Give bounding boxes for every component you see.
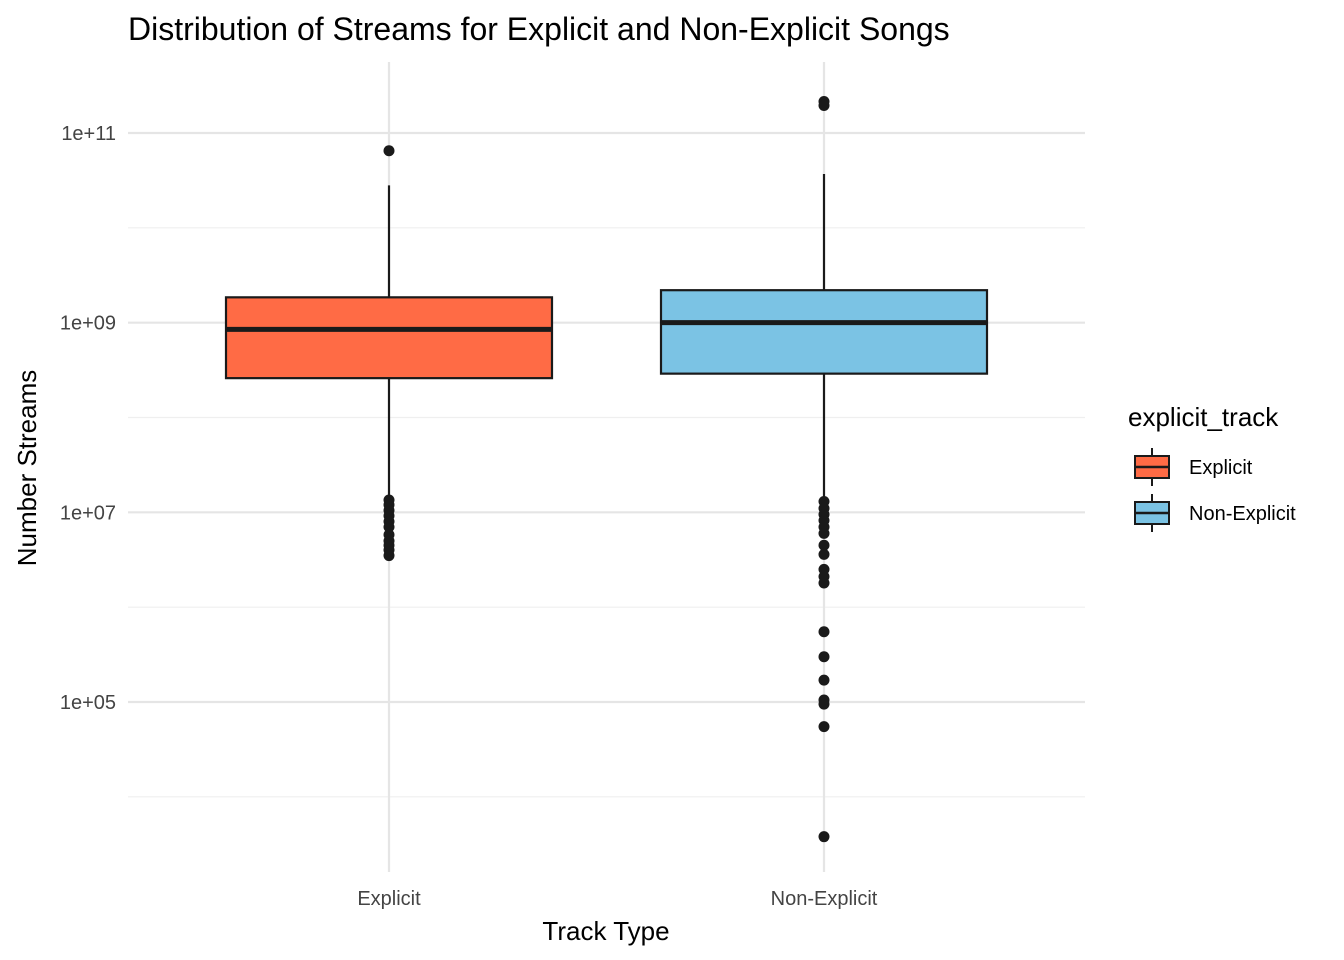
iqr-box [659, 289, 989, 375]
x-axis-title: Track Type [542, 916, 669, 946]
outlier-point [818, 99, 830, 111]
chart-title: Distribution of Streams for Explicit and… [128, 11, 950, 47]
legend-title: explicit_track [1128, 402, 1279, 432]
outlier-point [818, 577, 830, 589]
x-tick-label: Explicit [357, 888, 421, 910]
outlier-point [818, 698, 830, 710]
outlier-point [383, 521, 395, 533]
iqr-box [224, 296, 554, 380]
legend: explicit_track Explicit Non-Explicit [1128, 402, 1296, 532]
y-tick-label: 1e+07 [60, 502, 116, 524]
legend-key-explicit [1134, 448, 1170, 486]
legend-label: Non-Explicit [1189, 503, 1296, 525]
box-layer [224, 95, 989, 843]
legend-label: Explicit [1189, 457, 1253, 479]
y-tick-label: 1e+05 [60, 692, 116, 714]
box-non-explicit [659, 95, 989, 843]
y-tick-label: 1e+09 [60, 313, 116, 335]
outlier-point [383, 550, 395, 562]
outlier-point [818, 721, 830, 733]
box-explicit [224, 145, 554, 562]
outlier-point [818, 651, 830, 663]
outlier-point [818, 527, 830, 539]
y-axis-title: Number Streams [12, 370, 42, 567]
y-axis-ticks: 1e+05 1e+07 1e+09 1e+11 [60, 123, 116, 714]
x-axis-ticks: Explicit Non-Explicit [357, 888, 877, 910]
y-tick-label: 1e+11 [61, 123, 116, 145]
grid-lines [128, 62, 1085, 872]
legend-key-non-explicit [1134, 494, 1170, 532]
outlier-point [818, 548, 830, 560]
outlier-point [818, 626, 830, 638]
outlier-point [383, 145, 395, 157]
outlier-point [818, 831, 830, 843]
x-tick-label: Non-Explicit [771, 888, 878, 910]
outlier-point [818, 539, 830, 551]
outlier-point [818, 674, 830, 686]
